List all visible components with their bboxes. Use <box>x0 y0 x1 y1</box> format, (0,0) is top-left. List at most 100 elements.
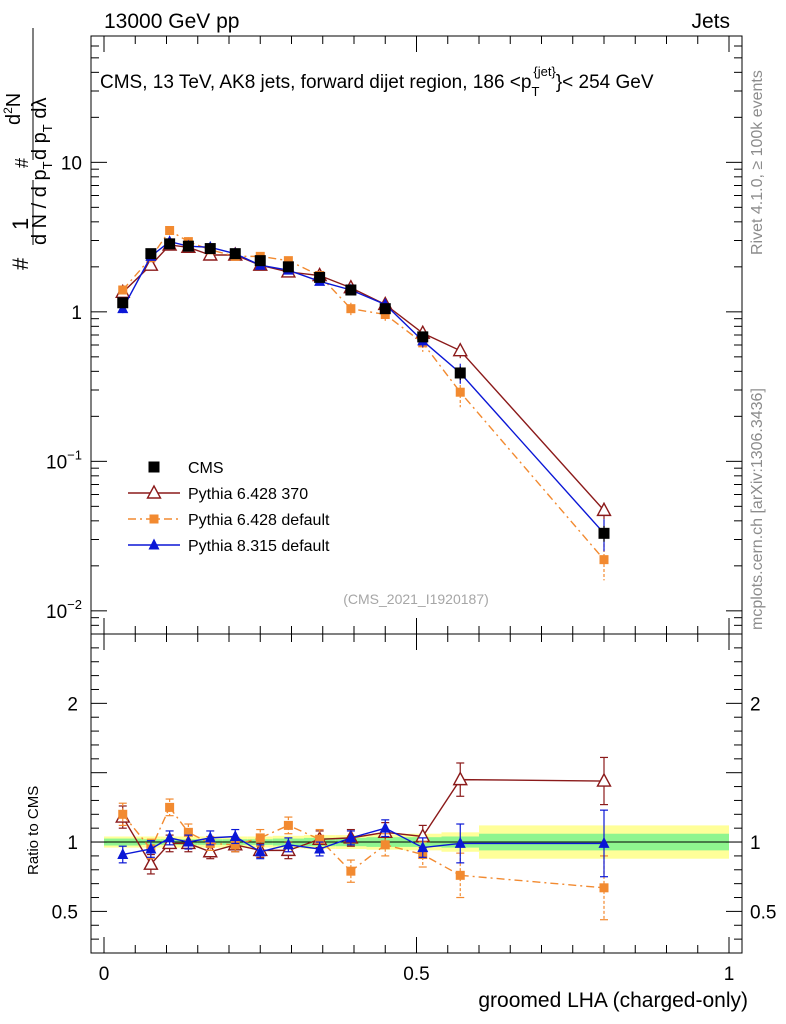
chart-title: CMS, 13 TeV, AK8 jets, forward dijet reg… <box>100 64 654 99</box>
ratio-point <box>230 840 240 850</box>
data-point <box>596 501 612 517</box>
series-line <box>122 229 605 561</box>
ratio-y-tick-label-right: 0.5 <box>750 902 776 923</box>
header-right: Jets <box>691 10 730 33</box>
ratio-point <box>255 833 265 843</box>
y-axis-label-main-hash2: # <box>12 158 32 168</box>
ratio-point <box>455 870 465 880</box>
data-point <box>599 555 609 565</box>
analysis-tag: (CMS_2021_I1920187) <box>343 591 489 607</box>
ratio-y-tick-label-left: 2 <box>67 694 78 715</box>
legend-marker <box>148 538 160 550</box>
ratio-point <box>143 855 159 870</box>
series-pythia-6-428-370 <box>115 236 612 520</box>
rivet-label: Rivet 4.1.0, ≥ 100k events <box>749 70 766 255</box>
ratio-point <box>118 809 128 819</box>
data-point <box>454 367 466 379</box>
ratio-y-tick-label-left: 0.5 <box>52 902 78 923</box>
chart-title-main: CMS, 13 TeV, AK8 jets, forward dijet reg… <box>100 72 531 93</box>
data-point <box>164 238 176 250</box>
ratio-y-tick-label-right: 1 <box>750 833 761 854</box>
ratio-point <box>165 802 175 812</box>
ratio-point <box>452 771 468 786</box>
data-point <box>452 342 468 357</box>
data-point <box>283 256 293 266</box>
data-point <box>346 304 356 314</box>
data-point <box>345 284 357 296</box>
mcplots-label: mcplots.cern.ch [arXiv:1306.3436] <box>749 388 766 630</box>
ratio-point <box>314 842 326 854</box>
main-y-tick-label: 10 <box>61 153 82 174</box>
ratio-point <box>379 821 391 833</box>
x-tick-label: 1 <box>724 964 735 985</box>
chart-title-end: }< 254 GeV <box>556 72 654 93</box>
data-point <box>417 331 429 343</box>
legend-label: Pythia 6.428 default <box>188 512 330 529</box>
ratio-point <box>183 827 193 837</box>
main-y-axis-label: # 1 d N / d pT # d2N d pT dλ <box>1 28 55 270</box>
ratio-point <box>117 848 129 860</box>
data-point <box>143 256 159 271</box>
legend: CMS Pythia 6.428 370 Pythia 6.428 default P… <box>128 460 330 555</box>
main-y-tick-label: 10−1 <box>46 447 82 473</box>
ratio-point <box>182 835 194 847</box>
ratio-point <box>254 845 266 857</box>
chart-title-sup: {jet} <box>533 64 556 79</box>
ratio-point <box>598 836 610 848</box>
header-left: 13000 GeV pp <box>104 10 239 33</box>
x-tick-label: 0.5 <box>403 964 429 985</box>
y-axis-label-main-one: 1 <box>8 218 33 230</box>
data-point <box>145 248 157 260</box>
data-point <box>204 243 216 255</box>
axis-tick-labels: 0 0.5 1 10 1 10−1 10−2 2 2 1 1 0.5 0.5 <box>46 153 776 985</box>
legend-marker <box>148 461 160 473</box>
y-axis-label-main-hash: # <box>8 257 33 270</box>
y-axis-label-main-dpt: d pT dλ <box>29 98 55 160</box>
data-point <box>314 271 326 283</box>
legend-label: Pythia 6.428 370 <box>188 486 308 503</box>
main-series <box>115 226 612 581</box>
ratio-point <box>229 829 241 841</box>
data-point <box>182 240 194 252</box>
ratio-point <box>454 836 466 848</box>
data-point <box>379 303 391 315</box>
chart-title-sub: T <box>531 84 539 99</box>
data-point <box>165 226 175 236</box>
ratio-point <box>282 838 294 850</box>
y-axis-label-ratio: Ratio to CMS <box>25 786 42 875</box>
x-axis-label: groomed LHA (charged-only) <box>478 989 748 1012</box>
ratio-point <box>596 772 612 787</box>
ratio-point <box>417 841 429 853</box>
axis-ticks <box>91 35 742 953</box>
ratio-y-tick-label-left: 1 <box>67 833 78 854</box>
ratio-y-tick-label-right: 2 <box>750 694 761 715</box>
series-cms <box>117 238 610 542</box>
ratio-point <box>145 842 157 854</box>
ratio-point <box>599 883 609 893</box>
legend-label: Pythia 8.315 default <box>188 538 330 555</box>
ratio-point <box>164 831 176 843</box>
legend-label: CMS <box>188 460 224 477</box>
data-point <box>254 255 266 267</box>
y-axis-label-main-denominator: d N / d pT <box>29 161 55 245</box>
ratio-point <box>315 834 325 844</box>
legend-marker <box>149 514 159 524</box>
ratio-point <box>346 866 356 876</box>
data-point <box>455 387 465 397</box>
data-point <box>598 527 610 539</box>
ratio-panel-frame <box>90 633 743 954</box>
ratio-series <box>115 756 612 921</box>
main-y-tick-label: 10−2 <box>46 597 82 623</box>
series-pythia-8-315-default <box>117 235 610 552</box>
data-point <box>118 285 128 295</box>
ratio-point <box>380 840 390 850</box>
ratio-point <box>283 820 293 830</box>
y-axis-label-main-d2n: d2N <box>1 93 25 125</box>
data-point <box>380 309 390 319</box>
main-y-tick-label: 1 <box>71 303 82 324</box>
data-point <box>117 297 129 309</box>
ratio-point <box>204 831 216 843</box>
data-point <box>229 248 241 260</box>
ratio-point <box>345 831 357 843</box>
